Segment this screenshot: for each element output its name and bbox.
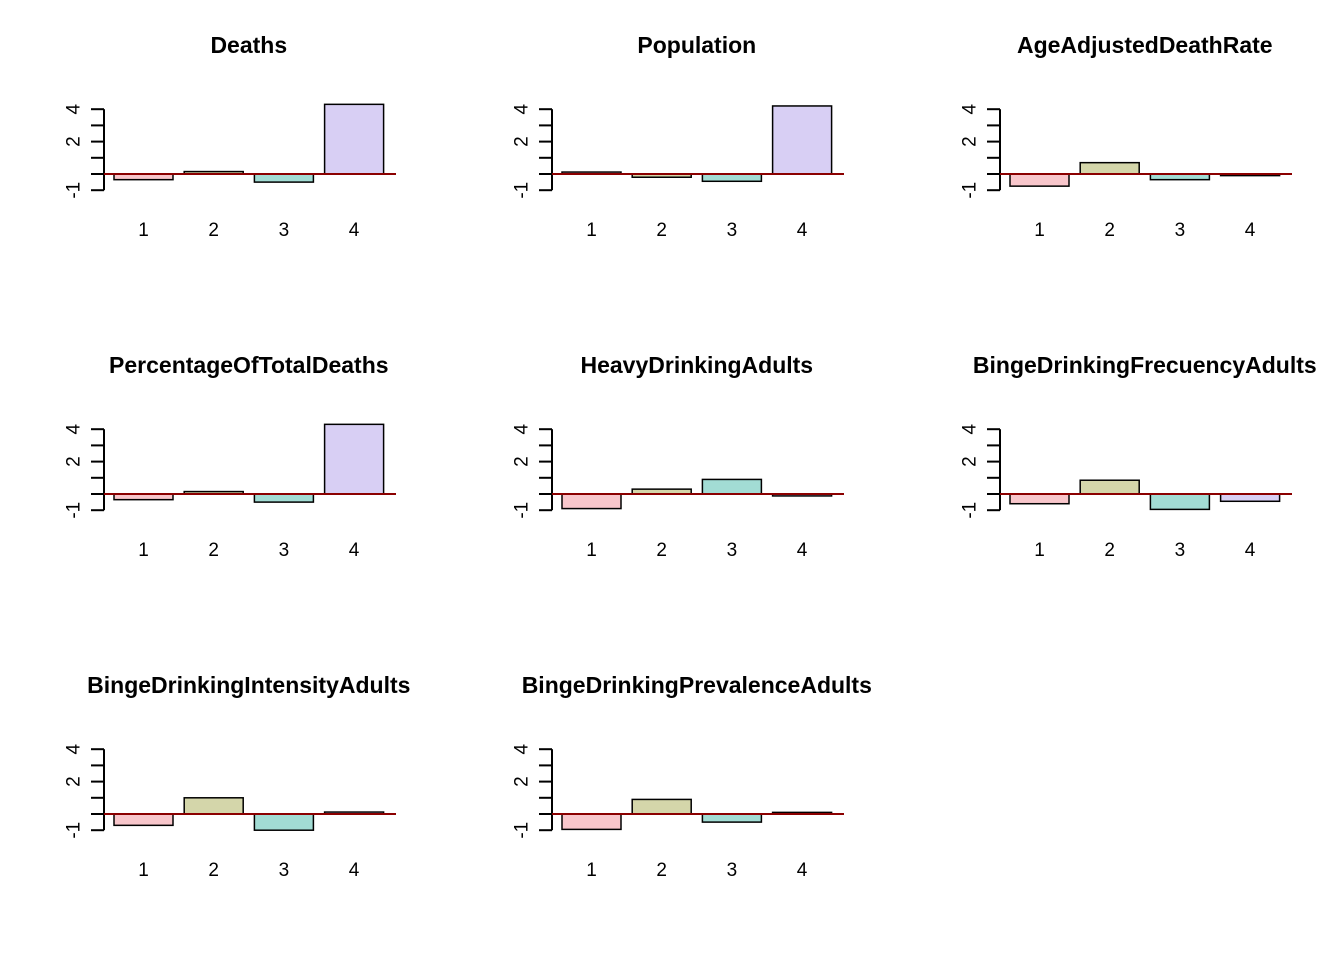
- panel-title: AgeAdjustedDeathRate: [1017, 32, 1273, 58]
- y-tick-label: 4: [512, 743, 533, 754]
- bar-3: [701, 173, 763, 183]
- category-label: 2: [208, 220, 219, 241]
- bar-1: [561, 813, 622, 831]
- category-label: 4: [349, 220, 360, 241]
- bar-1: [1009, 493, 1070, 505]
- y-tick-label: -1: [64, 822, 85, 839]
- category-label: 4: [797, 540, 808, 561]
- category-label: 2: [656, 540, 667, 561]
- chart-panel-2: Population -1 2 4 1 2 3 4: [512, 32, 844, 241]
- y-tick-label: 2: [64, 776, 85, 787]
- y-tick-label: 4: [960, 103, 981, 114]
- category-label: 3: [279, 540, 290, 561]
- category-label: 4: [1245, 220, 1256, 241]
- panel-title: Deaths: [210, 32, 287, 58]
- chart-panel-1: Deaths -1 2 4 1 2 3 4: [64, 32, 396, 241]
- bar-3: [253, 173, 315, 183]
- y-tick-label: 2: [512, 456, 533, 467]
- bar-2: [631, 798, 692, 815]
- bar-2: [183, 797, 244, 815]
- y-tick-label: 4: [64, 423, 85, 434]
- bar-4: [771, 105, 833, 175]
- category-label: 4: [797, 220, 808, 241]
- bar-3: [701, 813, 763, 823]
- bar-1: [561, 493, 622, 510]
- chart-panel-6: BingeDrinkingFrecuencyAdults -1 2 4 1 2 3 4: [960, 352, 1317, 561]
- panel-title: BingeDrinkingFrecuencyAdults: [973, 352, 1317, 378]
- bar-1: [113, 813, 174, 827]
- y-tick-label: 4: [512, 423, 533, 434]
- bar-4: [323, 103, 385, 175]
- bar-2: [1079, 161, 1140, 175]
- bar-3: [1149, 493, 1211, 511]
- category-label: 1: [586, 220, 597, 241]
- category-label: 1: [138, 220, 149, 241]
- category-label: 3: [727, 540, 738, 561]
- category-label: 4: [349, 540, 360, 561]
- y-tick-label: -1: [512, 822, 533, 839]
- category-label: 1: [586, 540, 597, 561]
- y-tick-label: 4: [960, 423, 981, 434]
- y-tick-label: -1: [64, 502, 85, 519]
- category-label: 3: [279, 220, 290, 241]
- category-label: 2: [208, 540, 219, 561]
- category-label: 3: [727, 220, 738, 241]
- y-tick-label: 2: [64, 456, 85, 467]
- category-label: 4: [797, 860, 808, 881]
- category-label: 2: [1104, 540, 1115, 561]
- category-label: 3: [727, 860, 738, 881]
- bar-3: [701, 478, 763, 495]
- y-tick-label: 2: [960, 456, 981, 467]
- category-label: 2: [208, 860, 219, 881]
- chart-panel-4: PercentageOfTotalDeaths -1 2 4 1 2 3 4: [64, 352, 396, 561]
- bar-4: [323, 423, 385, 495]
- y-tick-label: -1: [512, 182, 533, 199]
- category-label: 1: [1034, 540, 1045, 561]
- category-label: 2: [656, 860, 667, 881]
- y-tick-label: 4: [512, 103, 533, 114]
- bar-3: [253, 813, 315, 831]
- panel-title: BingeDrinkingIntensityAdults: [87, 672, 410, 698]
- category-label: 2: [1104, 220, 1115, 241]
- y-tick-label: -1: [960, 502, 981, 519]
- category-label: 3: [1175, 220, 1186, 241]
- panel-title: PercentageOfTotalDeaths: [109, 352, 388, 378]
- category-label: 3: [1175, 540, 1186, 561]
- panel-title: Population: [637, 32, 756, 58]
- chart-panel-7: BingeDrinkingIntensityAdults -1 2 4 1 2 3 4: [64, 672, 411, 881]
- category-label: 1: [138, 540, 149, 561]
- category-label: 1: [138, 860, 149, 881]
- category-label: 4: [1245, 540, 1256, 561]
- chart-panel-5: HeavyDrinkingAdults -1 2 4 1 2 3 4: [512, 352, 844, 561]
- bar-3: [253, 493, 315, 503]
- bar-4: [1219, 493, 1281, 503]
- category-label: 1: [586, 860, 597, 881]
- bar-1: [1009, 173, 1070, 187]
- panel-title: HeavyDrinkingAdults: [580, 352, 813, 378]
- panel-title: BingeDrinkingPrevalenceAdults: [522, 672, 872, 698]
- y-tick-label: 2: [64, 136, 85, 147]
- y-tick-label: 2: [512, 776, 533, 787]
- chart-panel-3: AgeAdjustedDeathRate -1 2 4 1 2 3 4: [960, 32, 1292, 241]
- y-tick-label: -1: [512, 502, 533, 519]
- y-tick-label: 2: [512, 136, 533, 147]
- y-tick-label: -1: [64, 182, 85, 199]
- y-tick-label: 4: [64, 743, 85, 754]
- y-tick-label: 2: [960, 136, 981, 147]
- category-label: 3: [279, 860, 290, 881]
- y-tick-label: -1: [960, 182, 981, 199]
- bar-2: [1079, 479, 1140, 495]
- category-label: 4: [349, 860, 360, 881]
- y-tick-label: 4: [64, 103, 85, 114]
- category-label: 2: [656, 220, 667, 241]
- chart-panel-8: BingeDrinkingPrevalenceAdults -1 2 4 1 2 3 4: [512, 672, 872, 881]
- category-label: 1: [1034, 220, 1045, 241]
